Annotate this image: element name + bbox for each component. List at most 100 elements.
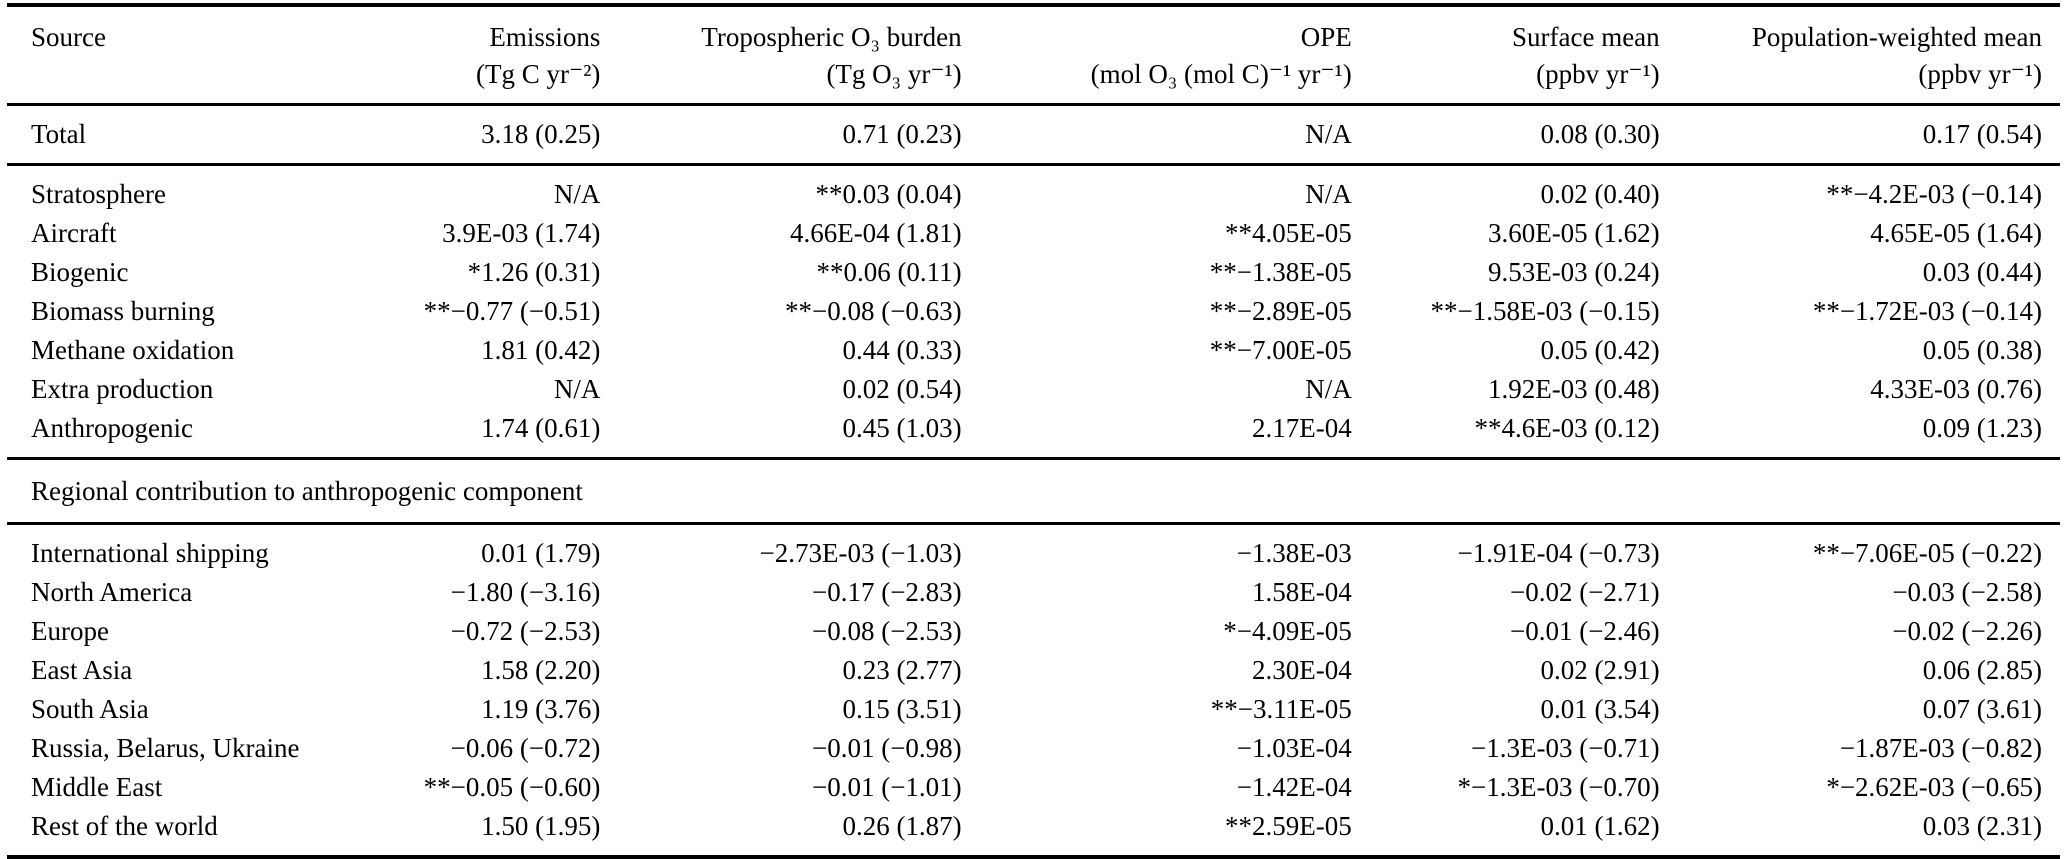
row-label: Middle East [31,772,163,802]
row-label: Methane oxidation [31,335,235,365]
table-row: Stratosphere N/A **0.03 (0.04) N/A 0.02 (0.4… [7,165,2060,215]
value-cell: **−0.77 (−0.51) [423,296,601,326]
value-cell: 0.06 (2.85) [1922,655,2042,685]
value-cell: N/A [1305,119,1352,149]
row-label: Anthropogenic [31,413,193,443]
value-cell: −1.80 (−3.16) [450,577,601,607]
table-row: South Asia 1.19 (3.76) 0.15 (3.51) **−3.11E… [7,690,2060,729]
table-row: Methane oxidation 1.81 (0.42) 0.44 (0.33) *… [7,331,2060,370]
value-cell: 4.65E-05 (1.64) [1870,218,2042,248]
value-cell: 1.74 (0.61) [481,413,601,443]
table-row: Rest of the world 1.50 (1.95) 0.26 (1.87) *… [7,807,2060,857]
value-cell: *1.26 (0.31) [467,257,601,287]
value-cell: 0.05 (0.42) [1540,335,1660,365]
col-label: Population-weighted mean [1751,22,2042,52]
value-cell: **−3.11E-05 [1210,694,1352,724]
value-cell: **4.05E-05 [1225,218,1352,248]
table-row: East Asia 1.58 (2.20) 0.23 (2.77) 2.30E-04 0… [7,651,2060,690]
col-label: Source [31,22,106,52]
col-label: Surface mean [1512,22,1660,52]
col-unit: (mol O₃ (mol C)⁻¹ yr⁻¹) [1090,59,1352,89]
col-unit: (ppbv yr⁻¹) [1536,59,1660,89]
table-row: Aircraft 3.9E-03 (1.74) 4.66E-04 (1.81) **4… [7,214,2060,253]
value-cell: −0.01 (−1.01) [811,772,962,802]
table-row: Anthropogenic 1.74 (0.61) 0.45 (1.03) 2.17E… [7,409,2060,459]
value-cell: 1.81 (0.42) [481,335,601,365]
value-cell: 3.60E-05 (1.62) [1487,218,1660,248]
emissions-ozone-table: Source Emissions (Tg C yr⁻²) Tropospheri… [7,3,2060,859]
value-cell: −0.08 (−2.53) [811,616,962,646]
col-label: Tropospheric O₃ burden [701,22,962,52]
group-regional: International shipping 0.01 (1.79) −2.73E-… [7,523,2060,858]
col-header-tropospheric-o3-burden: Tropospheric O₃ burden (Tg O₃ yr⁻¹) [602,5,963,105]
row-label: Aircraft [31,218,117,248]
value-cell: **−7.00E-05 [1209,335,1352,365]
value-cell: **−1.58E-03 (−0.15) [1430,296,1660,326]
row-label: Biogenic [31,257,129,287]
table-row: Russia, Belarus, Ukraine −0.06 (−0.72) −0.… [7,729,2060,768]
col-label: Emissions [489,22,601,52]
value-cell: −0.17 (−2.83) [811,577,962,607]
value-cell: 0.15 (3.51) [842,694,962,724]
value-cell: 1.50 (1.95) [481,811,601,841]
col-header-population-weighted-mean: Population-weighted mean (ppbv yr⁻¹) [1662,5,2060,105]
value-cell: −2.73E-03 (−1.03) [759,538,962,568]
table-row: Middle East **−0.05 (−0.60) −0.01 (−1.01) −… [7,768,2060,807]
value-cell: −0.06 (−0.72) [450,733,601,763]
value-cell: 0.01 (3.54) [1540,694,1660,724]
value-cell: *−2.62E-03 (−0.65) [1826,772,2042,802]
row-label: Extra production [31,374,214,404]
value-cell: *−4.09E-05 [1223,616,1352,646]
value-cell: 0.05 (0.38) [1922,335,2042,365]
table-row: North America −1.80 (−3.16) −0.17 (−2.83) 1… [7,573,2060,612]
value-cell: 1.19 (3.76) [481,694,601,724]
value-cell: −1.91E-04 (−0.73) [1457,538,1660,568]
group-total: Total 3.18 (0.25) 0.71 (0.23) N/A 0.08 (0.30… [7,104,2060,165]
value-cell: 0.01 (1.62) [1540,811,1660,841]
value-cell: 0.17 (0.54) [1922,119,2042,149]
value-cell: −1.03E-04 [1236,733,1352,763]
value-cell: −0.01 (−0.98) [811,733,962,763]
value-cell: **2.59E-05 [1225,811,1352,841]
value-cell: **4.6E-03 (0.12) [1474,413,1660,443]
value-cell: N/A [1305,374,1352,404]
value-cell: 0.23 (2.77) [842,655,962,685]
col-header-ope: OPE (mol O₃ (mol C)⁻¹ yr⁻¹) [964,5,1354,105]
section-header-label: Regional contribution to anthropogenic c… [31,476,583,506]
value-cell: 0.45 (1.03) [842,413,962,443]
value-cell: **−0.05 (−0.60) [423,772,601,802]
row-label: Stratosphere [31,179,166,209]
value-cell: 3.9E-03 (1.74) [442,218,601,248]
value-cell: 1.92E-03 (0.48) [1487,374,1660,404]
row-label: Biomass burning [31,296,215,326]
col-header-source: Source [7,5,356,105]
value-cell: 2.30E-04 [1252,655,1352,685]
table-row: Total 3.18 (0.25) 0.71 (0.23) N/A 0.08 (0.30… [7,105,2060,165]
value-cell: N/A [1305,179,1352,209]
value-cell: **−0.08 (−0.63) [784,296,962,326]
table-row: Extra production N/A 0.02 (0.54) N/A 1.92E-0… [7,370,2060,409]
value-cell: −1.38E-03 [1236,538,1352,568]
table-header: Source Emissions (Tg C yr⁻²) Tropospheri… [7,5,2060,105]
row-label: North America [31,577,193,607]
value-cell: −1.87E-03 (−0.82) [1839,733,2042,763]
value-cell: 0.02 (2.91) [1540,655,1660,685]
value-cell: N/A [553,374,601,404]
value-cell: −1.42E-04 [1236,772,1352,802]
row-label: Europe [31,616,109,646]
group-components: Stratosphere N/A **0.03 (0.04) N/A 0.02 (0.4… [7,164,2060,459]
value-cell: −0.01 (−2.46) [1509,616,1660,646]
section-header-row: Regional contribution to anthropogenic c… [7,459,2060,524]
value-cell: 9.53E-03 (0.24) [1487,257,1660,287]
table-row: International shipping 0.01 (1.79) −2.73E-… [7,524,2060,574]
value-cell: −0.02 (−2.26) [1892,616,2042,646]
value-cell: 0.44 (0.33) [842,335,962,365]
value-cell: *−1.3E-03 (−0.70) [1457,772,1660,802]
value-cell: 0.02 (0.54) [842,374,962,404]
value-cell: 2.17E-04 [1252,413,1352,443]
value-cell: 0.07 (3.61) [1922,694,2042,724]
value-cell: 0.08 (0.30) [1540,119,1660,149]
row-label: Total [31,119,87,149]
header-row: Source Emissions (Tg C yr⁻²) Tropospheri… [7,5,2060,105]
